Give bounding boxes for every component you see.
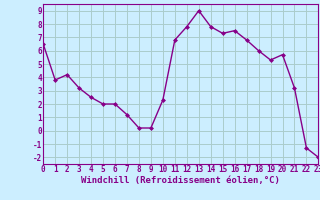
X-axis label: Windchill (Refroidissement éolien,°C): Windchill (Refroidissement éolien,°C) <box>81 176 280 185</box>
